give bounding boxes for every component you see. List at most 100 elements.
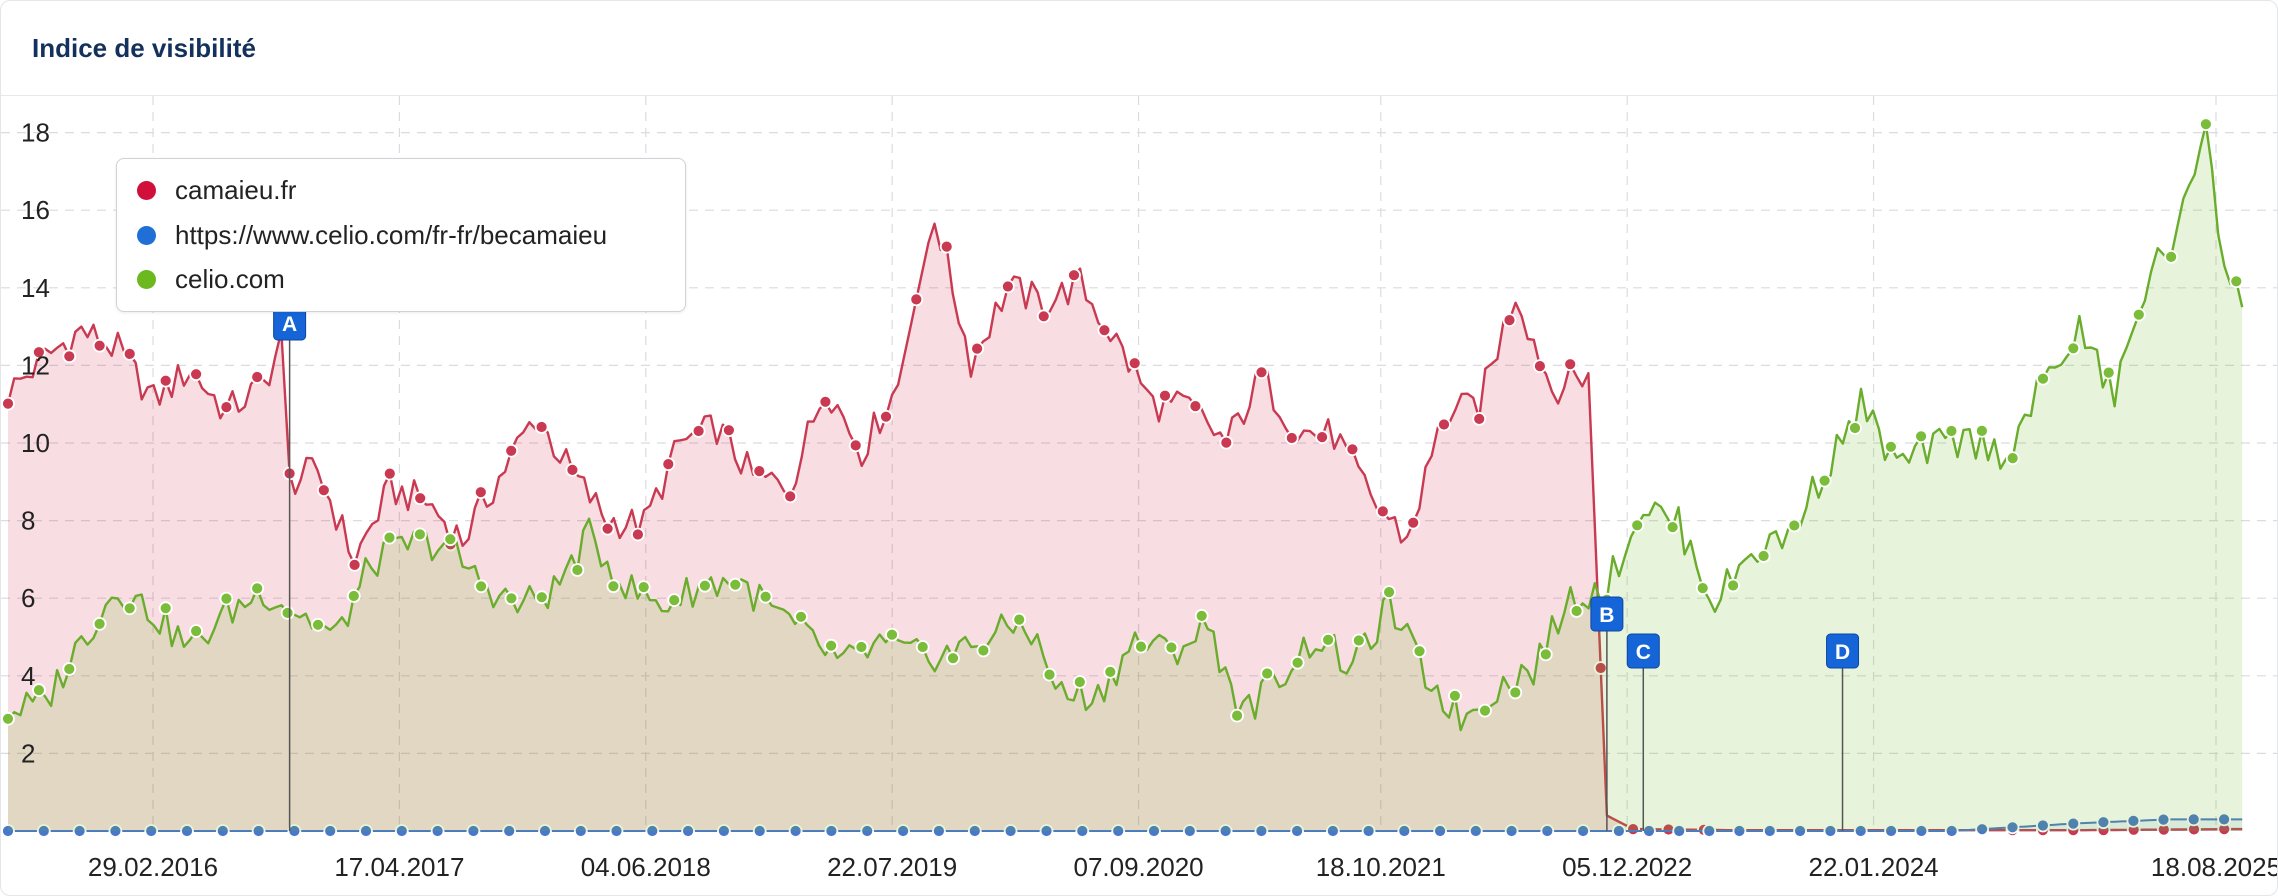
data-point xyxy=(1504,824,1519,838)
data-point xyxy=(1695,581,1710,596)
legend-item-camaieu[interactable]: camaieu.fr xyxy=(137,174,296,206)
data-point xyxy=(534,590,549,605)
data-point xyxy=(1260,666,1275,681)
x-tick-label: 29.02.2016 xyxy=(88,852,218,882)
data-point xyxy=(443,532,458,547)
data-point xyxy=(976,643,991,658)
data-point xyxy=(932,824,946,838)
series-line xyxy=(7,123,2244,732)
x-axis-ticks: 29.02.2016 17.04.2017 04.06.2018 22.07.2019… xyxy=(88,852,2277,882)
data-point xyxy=(2101,365,2116,380)
data-point xyxy=(1468,824,1483,838)
data-point xyxy=(346,589,361,603)
data-point xyxy=(72,824,87,838)
data-point xyxy=(848,438,863,453)
data-point xyxy=(1,396,15,411)
x-tick-label: 17.04.2017 xyxy=(334,852,464,882)
data-point xyxy=(609,824,624,838)
data-point xyxy=(1732,824,1747,838)
data-point xyxy=(1406,515,1421,530)
data-point xyxy=(1134,639,1148,654)
data-point xyxy=(92,617,107,631)
x-tick-label: 18.10.2021 xyxy=(1316,852,1446,882)
data-point xyxy=(573,824,588,838)
data-point xyxy=(1502,313,1517,328)
y-tick-label: 10 xyxy=(21,428,50,458)
legend-item-celio-becamaieu[interactable]: https://www.celio.com/fr-fr/becamaieu xyxy=(137,219,607,251)
annotation-label: B xyxy=(1599,604,1614,627)
data-point xyxy=(1042,667,1057,682)
data-point xyxy=(382,466,397,481)
data-point xyxy=(108,824,123,838)
data-point xyxy=(1508,685,1523,700)
data-point xyxy=(36,824,51,838)
annotation-badge xyxy=(1626,633,1660,669)
data-point xyxy=(1672,824,1687,838)
data-point xyxy=(758,589,773,604)
data-point xyxy=(359,824,373,838)
data-point xyxy=(1111,824,1126,838)
data-point xyxy=(1003,824,1018,838)
data-point xyxy=(722,423,736,438)
data-point xyxy=(728,577,743,592)
data-point xyxy=(1848,421,1862,435)
data-point xyxy=(1884,824,1898,838)
data-point xyxy=(783,489,798,504)
data-point xyxy=(32,683,46,697)
data-point xyxy=(691,424,706,438)
legend-item-celio[interactable]: celio.com xyxy=(137,263,285,295)
data-point xyxy=(967,824,982,838)
data-point xyxy=(1067,268,1081,283)
legend-label: camaieu.fr xyxy=(175,174,297,205)
data-point xyxy=(1448,688,1462,703)
data-point xyxy=(752,464,767,479)
data-point xyxy=(2066,341,2081,356)
y-tick-label: 8 xyxy=(21,506,35,536)
data-point xyxy=(717,824,731,838)
data-point xyxy=(1884,439,1898,454)
data-point xyxy=(1,711,15,726)
data-point xyxy=(631,527,645,542)
data-point xyxy=(189,624,204,638)
data-point xyxy=(1756,549,1771,563)
data-point xyxy=(606,579,621,594)
chart-title: Indice de visibilité xyxy=(32,33,256,63)
data-point xyxy=(413,491,428,506)
data-point xyxy=(1540,824,1555,838)
data-point xyxy=(1787,518,1802,533)
data-point xyxy=(661,457,676,472)
data-point xyxy=(909,292,924,307)
data-point xyxy=(1478,703,1492,718)
legend-label: https://www.celio.com/fr-fr/becamaieu xyxy=(175,219,608,250)
data-point xyxy=(1853,824,1868,838)
data-point xyxy=(1702,824,1717,838)
x-tick-label: 18.08.2025 xyxy=(2151,852,2277,882)
data-point xyxy=(1569,604,1584,618)
data-point xyxy=(1188,399,1203,414)
data-point xyxy=(466,824,481,838)
legend-dot-icon xyxy=(137,180,156,200)
y-tick-label: 6 xyxy=(21,583,35,613)
data-point xyxy=(2131,307,2146,322)
data-point xyxy=(32,345,46,360)
series-area xyxy=(8,124,2243,831)
data-point xyxy=(323,824,338,838)
y-axis-ticks: 2 4 6 8 10 12 14 16 18 xyxy=(21,118,50,769)
data-point xyxy=(1097,323,1112,338)
data-point xyxy=(1762,824,1777,838)
annotation-label: A xyxy=(282,313,297,336)
data-point xyxy=(1182,824,1197,838)
data-point xyxy=(1626,822,1640,836)
data-point xyxy=(896,824,910,838)
data-point xyxy=(788,824,803,838)
data-point xyxy=(215,824,230,838)
data-point xyxy=(1147,824,1161,838)
data-point xyxy=(1563,357,1578,372)
data-point xyxy=(1412,644,1427,659)
data-point xyxy=(1127,356,1142,371)
data-point xyxy=(1164,640,1179,655)
annotation-badge xyxy=(1590,596,1624,632)
data-point xyxy=(144,824,159,838)
data-point xyxy=(879,409,893,424)
data-point xyxy=(2096,815,2111,830)
